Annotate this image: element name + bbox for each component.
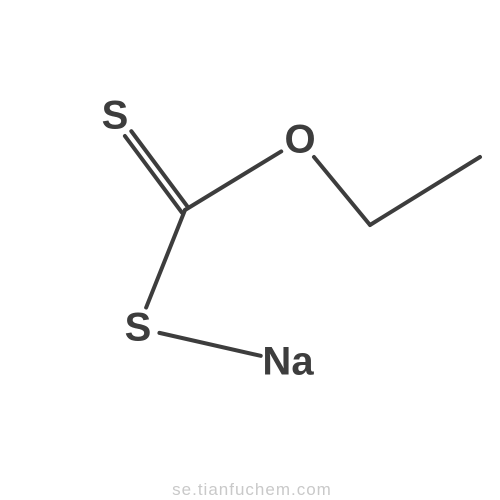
structure-canvas: S O S Na se.tianfuchem.com [0, 0, 500, 500]
bond-c2-c3 [370, 157, 480, 225]
atom-na: Na [262, 340, 313, 385]
bond-s1-c1 [125, 136, 182, 212]
atom-o: O [284, 118, 315, 163]
bond-s2-na [159, 333, 260, 356]
bond-c1-s2 [146, 210, 185, 308]
watermark-text: se.tianfuchem.com [172, 480, 332, 500]
atom-s1: S [102, 94, 129, 139]
atom-s2: S [125, 306, 152, 351]
bond-layer [0, 0, 500, 500]
bond-c1-o [185, 151, 281, 210]
bond-s1-c1 [131, 131, 188, 207]
bond-o-c2 [314, 157, 370, 225]
